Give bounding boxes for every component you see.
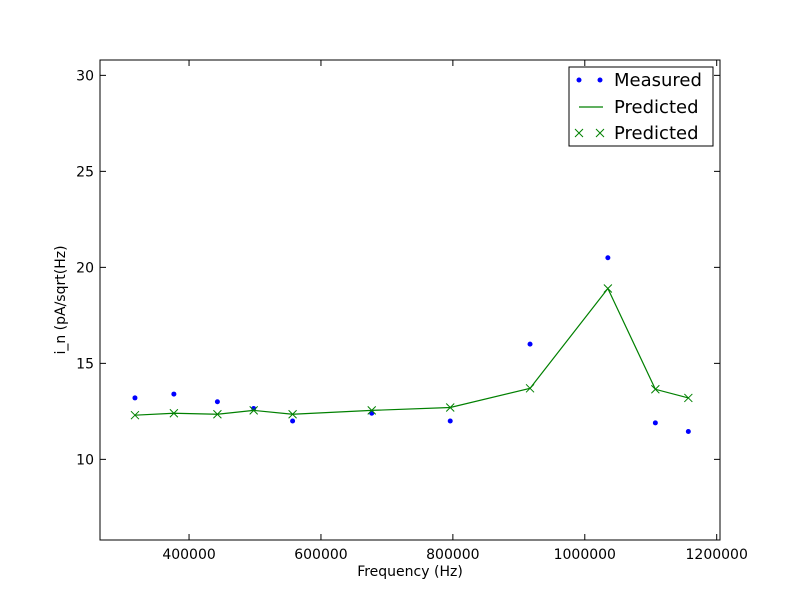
legend-marker-measured-1 [576,77,582,83]
measured-point [132,395,138,401]
legend-marker-x-1 [574,128,584,138]
predicted-marker [130,410,140,420]
measured-point [605,255,611,261]
plot-frame [99,59,721,541]
predicted-marker [683,393,693,403]
ticks-layer: 400000 600000 800000 1000000 1200000 10 15 20 25… [76,60,748,563]
measured-point [214,399,220,405]
x-tick-label: 600000 [294,547,347,563]
legend: Measured Predicted Predicted [568,66,714,147]
predicted-marker [367,406,377,415]
y-axis-label: i_n (pA/sqrt(Hz) [53,245,69,354]
y-tick-label: 15 [76,356,94,372]
predicted-marker [288,409,297,419]
predicted-marker [249,406,259,415]
legend-label-predicted-line: Predicted [614,97,699,118]
legend-label-measured: Measured [614,70,702,91]
predicted-marker [445,403,455,412]
measured-point [447,418,453,424]
x-tick-label: 800000 [426,547,479,563]
measured-point [171,391,177,397]
legend-entry-predicted-line: Predicted [579,97,699,118]
measured-point [652,420,658,426]
predicted-marker [213,409,222,419]
y-tick-label: 10 [76,452,94,468]
measured-point [290,418,296,424]
measured-point [527,341,533,347]
series-layer [130,255,693,435]
y-tick-label: 20 [76,260,94,276]
x-tick-label: 1200000 [686,547,748,563]
legend-entry-measured: Measured [576,70,702,91]
y-tick-label: 30 [76,68,94,84]
x-tick-label: 1000000 [554,547,616,563]
predicted-marker [169,408,179,418]
legend-marker-measured-2 [597,77,603,83]
legend-marker-x-2 [595,128,605,138]
predicted-marker [603,284,613,293]
legend-label-predicted-markers: Predicted [614,123,699,144]
legend-entry-predicted-markers: Predicted [574,123,699,144]
predicted-marker [525,383,535,393]
y-tick-label: 25 [76,164,94,180]
predicted-marker [651,384,660,394]
measured-point [685,429,691,435]
x-axis-label: Frequency (Hz) [357,564,463,580]
x-tick-label: 400000 [162,547,215,563]
